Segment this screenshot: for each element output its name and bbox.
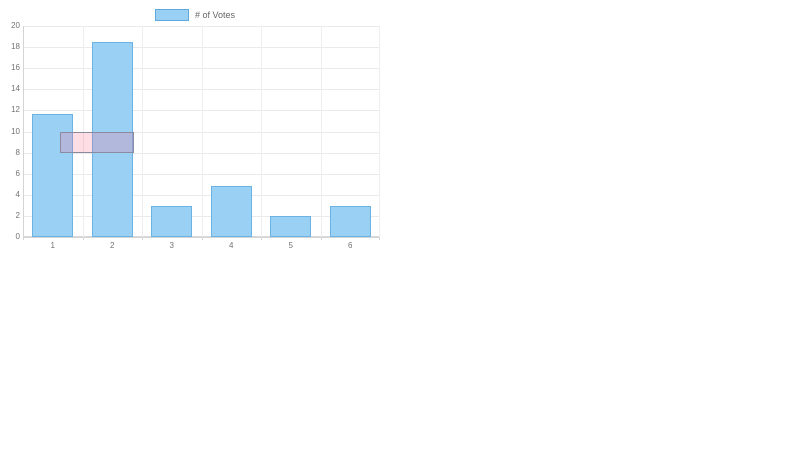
- x-tick-label: 6: [348, 241, 353, 250]
- y-tick-label: 4: [15, 189, 20, 199]
- gridline-vertical: [261, 26, 262, 237]
- legend-item-votes[interactable]: # of Votes: [154, 9, 236, 21]
- bar-category-5[interactable]: [270, 216, 312, 237]
- x-tick-label: 3: [169, 241, 174, 250]
- x-axis-tick-labels: 1 2 3 4 5 6: [23, 241, 380, 255]
- drag-selection-rectangle[interactable]: [59, 131, 135, 153]
- gridline-vertical: [201, 26, 203, 237]
- bar-chart[interactable]: # of Votes 20 18 16 14 12 10 8 6 4 2 0: [0, 0, 390, 262]
- y-tick-label: 12: [11, 105, 20, 115]
- y-axis-line: [23, 26, 24, 238]
- x-tick-label: 4: [229, 241, 234, 250]
- x-tick-mark: [142, 237, 143, 240]
- y-axis-tick-labels: 20 18 16 14 12 10 8 6 4 2 0: [0, 22, 20, 241]
- legend-swatch-icon: [154, 9, 189, 21]
- y-tick-label: 14: [11, 84, 20, 94]
- x-tick-label: 5: [288, 241, 293, 250]
- y-tick-label: 0: [15, 232, 20, 241]
- bar-category-4[interactable]: [210, 185, 252, 237]
- chart-legend: # of Votes: [0, 6, 390, 24]
- y-tick-label: 10: [11, 126, 20, 136]
- x-tick-mark: [82, 237, 84, 240]
- bar-category-6[interactable]: [329, 206, 371, 237]
- y-tick-label: 2: [15, 210, 20, 220]
- x-tick-label: 2: [110, 241, 115, 250]
- gridline-vertical: [379, 26, 380, 237]
- x-tick-mark: [261, 237, 262, 240]
- y-tick-label: 18: [11, 42, 20, 52]
- y-tick-label: 8: [15, 147, 20, 157]
- gridline-vertical: [142, 26, 143, 237]
- x-tick-mark: [201, 237, 203, 240]
- bar-category-3[interactable]: [151, 206, 193, 237]
- bar-category-1[interactable]: [32, 113, 74, 237]
- gridline-vertical: [320, 26, 322, 237]
- plot-area[interactable]: [23, 26, 380, 237]
- x-tick-label: 1: [50, 241, 55, 250]
- x-tick-mark: [23, 237, 24, 240]
- y-tick-label: 6: [15, 168, 20, 178]
- y-tick-label: 16: [11, 63, 20, 73]
- legend-item-label: # of Votes: [194, 10, 236, 20]
- y-tick-label: 20: [11, 21, 20, 30]
- x-tick-mark: [320, 237, 322, 240]
- bar-category-2[interactable]: [91, 41, 133, 237]
- x-tick-mark: [379, 237, 380, 240]
